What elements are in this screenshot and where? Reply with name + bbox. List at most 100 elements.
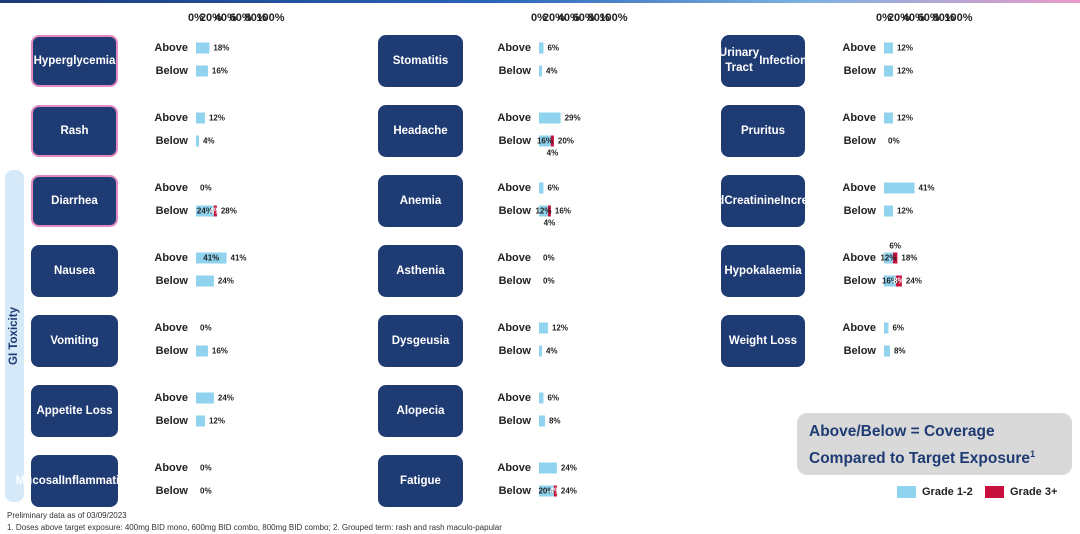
coverage-callout: Above/Below = Coverage Compared to Targe… (797, 413, 1072, 475)
ae-box-label: Alopecia (396, 404, 445, 417)
data-label-total: 16% (212, 67, 228, 76)
bar-grade-1-2 (539, 65, 542, 77)
x-tick-label: 20% (200, 12, 222, 24)
row-label-above: Above (497, 252, 531, 264)
ae-box-fatigue: Fatigue (378, 455, 463, 507)
data-label-grade-1-2: 20% (538, 487, 554, 496)
ae-box-label: Asthenia (396, 264, 445, 277)
ae-box-label: Dysgeusia (391, 334, 450, 347)
footnote-doses: 1. Doses above target exposure: 400mg BI… (7, 523, 502, 532)
data-label-grade-1-2: 12% (535, 207, 551, 216)
x-tick-label: 20% (888, 12, 910, 24)
row-label-above: Above (497, 112, 531, 124)
data-label-total: 0% (200, 324, 212, 333)
x-tick-label: 60% (230, 12, 252, 24)
row-label-below: Below (844, 275, 877, 287)
data-label-total: 4% (546, 347, 558, 356)
ae-box-label: Blood (691, 194, 725, 207)
x-tick-label: 60% (918, 12, 940, 24)
callout-line-2-text: Compared to Target Exposure (809, 450, 1031, 468)
ae-box-pruritus: Pruritus (721, 105, 805, 157)
ae-box-label: Weight Loss (728, 334, 798, 347)
data-label-grade-1-2: 16% (537, 137, 553, 146)
data-label-total: 4% (203, 137, 215, 146)
ae-box-label: Hyperglycemia (33, 54, 116, 67)
ae-box-label: Increased (780, 194, 835, 207)
bar-grade-1-2 (539, 462, 557, 474)
bar-grade-1-2 (539, 485, 554, 497)
ae-box-dysgeusia: Dysgeusia (378, 315, 463, 367)
row-label-above: Above (497, 392, 531, 404)
x-tick-label: 100% (944, 12, 972, 24)
data-label-total: 20% (558, 137, 574, 146)
data-label-total: 8% (894, 347, 906, 356)
bar-grade-3 (553, 485, 557, 497)
bar-grade-1-2 (196, 42, 210, 54)
ae-box-label: Diarrhea (51, 194, 98, 207)
x-tick-label: 100% (599, 12, 627, 24)
data-label-total: 12% (209, 417, 225, 426)
row-label-below: Below (156, 65, 189, 77)
ae-box-hypokalaemia: Hypokalaemia (721, 245, 805, 297)
row-label-above: Above (154, 252, 188, 264)
bar-grade-1-2 (539, 392, 544, 404)
ae-box-label: Rash (60, 124, 89, 137)
row-label-below: Below (156, 135, 189, 147)
data-label-total: 12% (552, 324, 568, 333)
data-label-total: 0% (888, 137, 900, 146)
bar-grade-1-2 (539, 112, 561, 124)
ae-box-asthenia: Asthenia (378, 245, 463, 297)
data-label-total: 24% (218, 394, 234, 403)
ae-box-weight-loss: Weight Loss (721, 315, 805, 367)
ae-box-label: Vomiting (50, 334, 99, 347)
row-label-below: Below (156, 485, 189, 497)
data-label-total: 18% (213, 44, 229, 53)
bar-grade-1-2 (196, 415, 205, 427)
ae-box-hyperglycemia: Hyperglycemia (31, 35, 118, 87)
bar-grade-1-2 (196, 135, 199, 147)
ae-box-label: Inflammation (61, 474, 134, 487)
bar-grade-1-2 (884, 182, 915, 194)
bar-grade-1-2 (539, 205, 548, 217)
row-label-below: Below (499, 135, 532, 147)
row-label-below: Below (499, 485, 532, 497)
bar-grade-1-2 (884, 345, 890, 357)
data-label-total: 12% (897, 67, 913, 76)
data-label-total: 24% (561, 464, 577, 473)
data-label-total: 24% (561, 487, 577, 496)
data-label-total: 6% (547, 394, 559, 403)
x-tick-label: 80% (588, 12, 610, 24)
ae-box-label: Infection (759, 54, 808, 67)
x-tick-label: 80% (245, 12, 267, 24)
data-label-grade-1-2: 24% (197, 207, 213, 216)
row-label-below: Below (499, 205, 532, 217)
data-label-grade-3: 8% (893, 277, 905, 286)
row-label-below: Below (844, 135, 877, 147)
row-label-below: Below (844, 65, 877, 77)
bar-grade-1-2 (884, 112, 893, 124)
bar-grade-3 (895, 275, 902, 287)
data-label-total: 4% (546, 67, 558, 76)
row-label-below: Below (156, 415, 189, 427)
data-label-total: 12% (897, 44, 913, 53)
bar-grade-1-2 (196, 205, 214, 217)
bar-grade-1-2 (196, 392, 214, 404)
row-label-above: Above (497, 462, 531, 474)
row-label-above: Above (154, 462, 188, 474)
data-label-total: 0% (200, 184, 212, 193)
row-label-above: Above (497, 42, 531, 54)
data-label-total: 41% (919, 184, 935, 193)
x-tick-label: 100% (256, 12, 284, 24)
bar-grade-1-2 (539, 182, 544, 194)
legend-item-grade-3: Grade 3+ (985, 486, 1057, 498)
data-label-total: 24% (906, 277, 922, 286)
x-tick-label: 40% (558, 12, 580, 24)
bar-grade-1-2 (539, 135, 551, 147)
ae-box-rash: Rash (31, 105, 118, 157)
row-label-below: Below (156, 205, 189, 217)
data-label-total: 0% (200, 464, 212, 473)
x-tick-label: 0% (188, 12, 204, 24)
ae-box-label: Nausea (54, 264, 95, 277)
row-label-above: Above (154, 42, 188, 54)
